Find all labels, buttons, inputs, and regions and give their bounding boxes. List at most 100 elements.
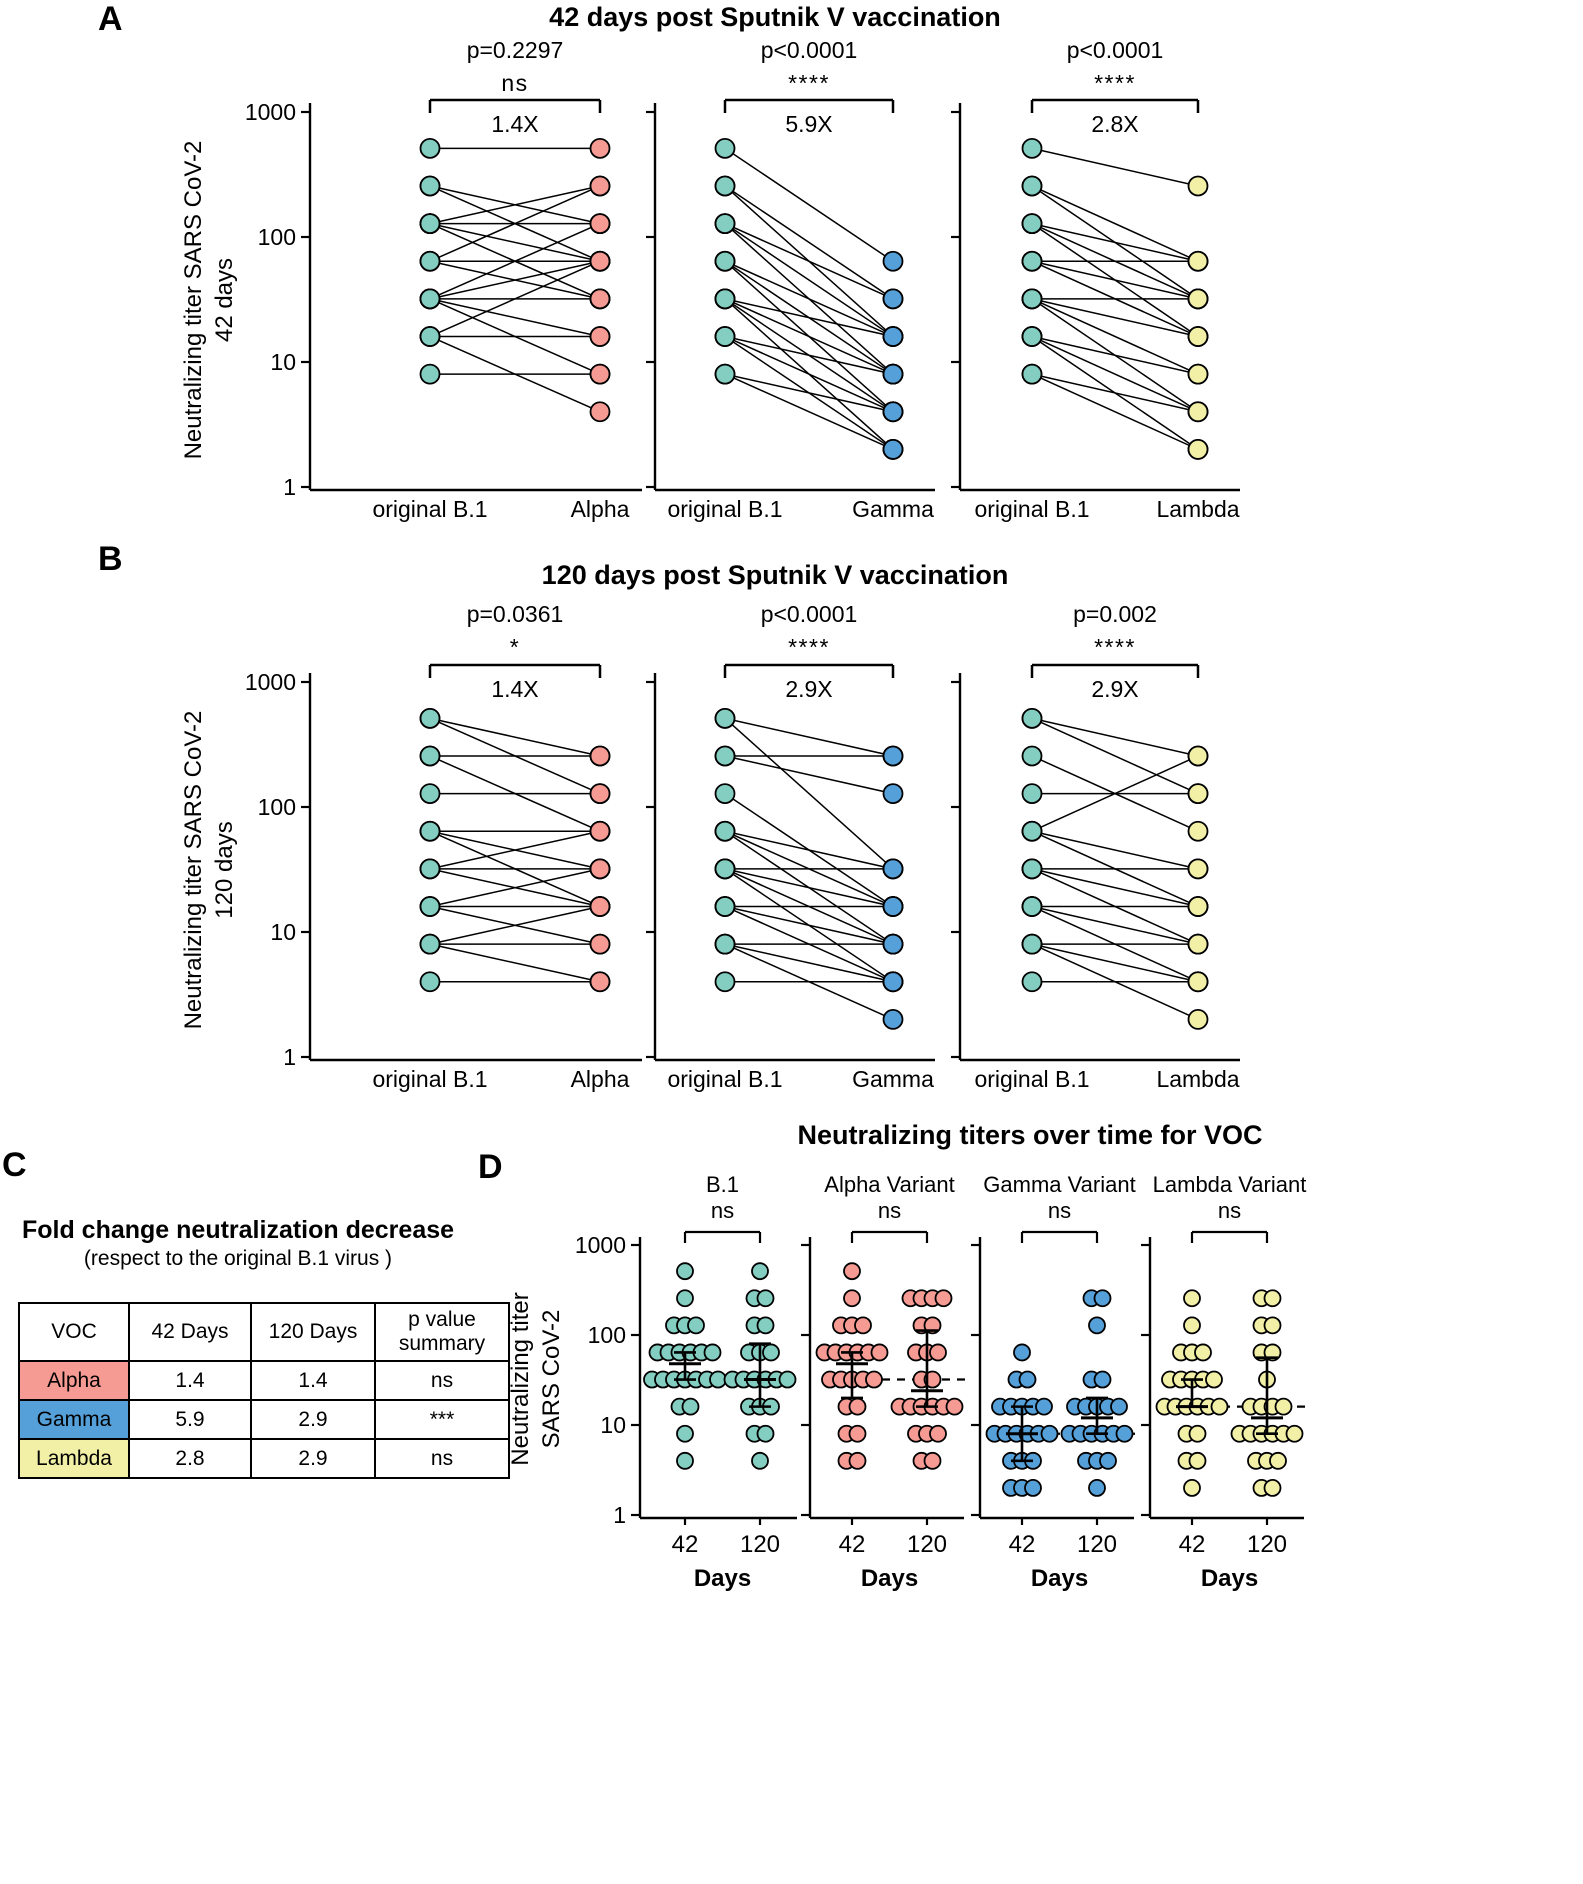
- pair-line: [724, 335, 894, 413]
- data-point: [1088, 1479, 1106, 1497]
- data-point: [589, 783, 611, 804]
- x-category-label: original B.1: [667, 1066, 782, 1092]
- data-point: [1021, 175, 1043, 197]
- pair-line: [429, 185, 601, 262]
- data-point: [1187, 858, 1209, 880]
- panel-a-title: 42 days post Sputnik V vaccination: [549, 2, 1001, 32]
- data-point: [1021, 858, 1043, 880]
- fold-120-cell: 2.9: [250, 1438, 376, 1479]
- data-point: [1021, 137, 1043, 159]
- data-point: [1187, 401, 1209, 423]
- data-point: [1263, 1289, 1282, 1308]
- data-point: [1269, 1451, 1287, 1470]
- fold-120-cell: 2.9: [250, 1399, 376, 1440]
- fold-120-cell: 1.4: [250, 1360, 376, 1401]
- data-point: [882, 250, 904, 272]
- data-point: [882, 1008, 904, 1030]
- voc-name-cell: Alpha: [18, 1360, 130, 1401]
- day-tick-label: 120: [907, 1531, 947, 1558]
- data-point: [1187, 820, 1209, 842]
- panel-a-label: A: [98, 0, 123, 38]
- data-point: [1187, 933, 1209, 955]
- data-point: [1021, 250, 1043, 272]
- pair-line: [724, 147, 894, 262]
- p-summary-cell: ns: [374, 1438, 510, 1479]
- data-point: [589, 401, 611, 423]
- data-point: [419, 250, 441, 272]
- pair-line: [1031, 717, 1199, 757]
- table-header-row: VOC 42 Days 120 Days p value summary: [18, 1302, 510, 1362]
- data-point: [1263, 1316, 1282, 1335]
- data-point: [589, 175, 611, 197]
- data-point: [1021, 363, 1043, 385]
- data-point: [882, 401, 904, 423]
- y-axis-tick-label: 1: [613, 1502, 626, 1528]
- data-point: [589, 363, 611, 385]
- pair-line: [1031, 222, 1199, 262]
- p-value-label: p=0.2297: [467, 37, 564, 63]
- y-axis-tick-label: 1000: [245, 99, 296, 125]
- x-category-label: original B.1: [372, 1066, 487, 1092]
- data-point: [882, 971, 904, 993]
- table-row-alpha: Alpha 1.4 1.4 ns: [18, 1360, 510, 1401]
- data-point: [882, 288, 904, 310]
- pair-line: [724, 830, 894, 870]
- data-point: [714, 175, 736, 197]
- data-point: [1187, 250, 1209, 272]
- panel-a-y-axis-label-line2: 42 days: [210, 257, 238, 343]
- data-point: [1021, 707, 1043, 729]
- data-point: [1021, 820, 1043, 842]
- data-point: [714, 745, 736, 767]
- table-header-120days: 120 Days: [250, 1302, 376, 1362]
- pair-line: [429, 185, 601, 225]
- x-category-label: Lambda: [1156, 1066, 1239, 1092]
- data-point: [1205, 1370, 1223, 1389]
- data-point: [589, 288, 611, 310]
- data-point: [1188, 1424, 1207, 1443]
- panel-c-label: C: [2, 1146, 27, 1184]
- data-point: [1187, 288, 1209, 310]
- significance-label: ns: [711, 1198, 734, 1223]
- data-point: [1088, 1316, 1106, 1335]
- panel-b-y-axis-label-line1: Neutralizing titer SARS CoV-2: [180, 710, 207, 1030]
- significance-label: ****: [788, 70, 830, 96]
- day-tick-label: 42: [839, 1531, 866, 1558]
- data-point: [419, 363, 441, 385]
- y-axis-tick-label: 1: [283, 474, 296, 500]
- pair-line: [1031, 717, 1199, 795]
- significance-label: *: [510, 634, 520, 660]
- data-point: [714, 250, 736, 272]
- data-point: [714, 707, 736, 729]
- pair-line: [1031, 905, 1199, 945]
- data-point: [1187, 1008, 1209, 1030]
- pair-line: [429, 830, 601, 870]
- x-category-label: original B.1: [974, 496, 1089, 522]
- pair-line: [1031, 185, 1199, 262]
- data-point: [1188, 1451, 1207, 1470]
- data-point: [419, 820, 441, 842]
- data-point: [1194, 1343, 1212, 1362]
- data-point: [1285, 1424, 1304, 1443]
- p-value-label: p=0.0361: [467, 601, 564, 627]
- data-point: [714, 820, 736, 842]
- data-point: [1110, 1397, 1128, 1416]
- y-axis-tick-label: 1000: [575, 1232, 626, 1258]
- fold-42-cell: 1.4: [128, 1360, 252, 1401]
- data-point: [848, 1397, 867, 1416]
- data-point: [929, 1424, 947, 1443]
- data-point: [1013, 1343, 1031, 1362]
- pair-line: [724, 222, 894, 300]
- data-point: [1021, 288, 1043, 310]
- data-point: [929, 1343, 947, 1362]
- data-point: [714, 137, 736, 159]
- data-point: [419, 288, 441, 310]
- significance-label: ns: [1048, 1198, 1071, 1223]
- y-axis-tick-label: 10: [270, 919, 296, 945]
- data-point: [1187, 326, 1209, 347]
- pair-line: [1031, 147, 1199, 187]
- data-point: [1183, 1316, 1201, 1335]
- data-point: [419, 326, 441, 347]
- pair-line: [724, 298, 894, 375]
